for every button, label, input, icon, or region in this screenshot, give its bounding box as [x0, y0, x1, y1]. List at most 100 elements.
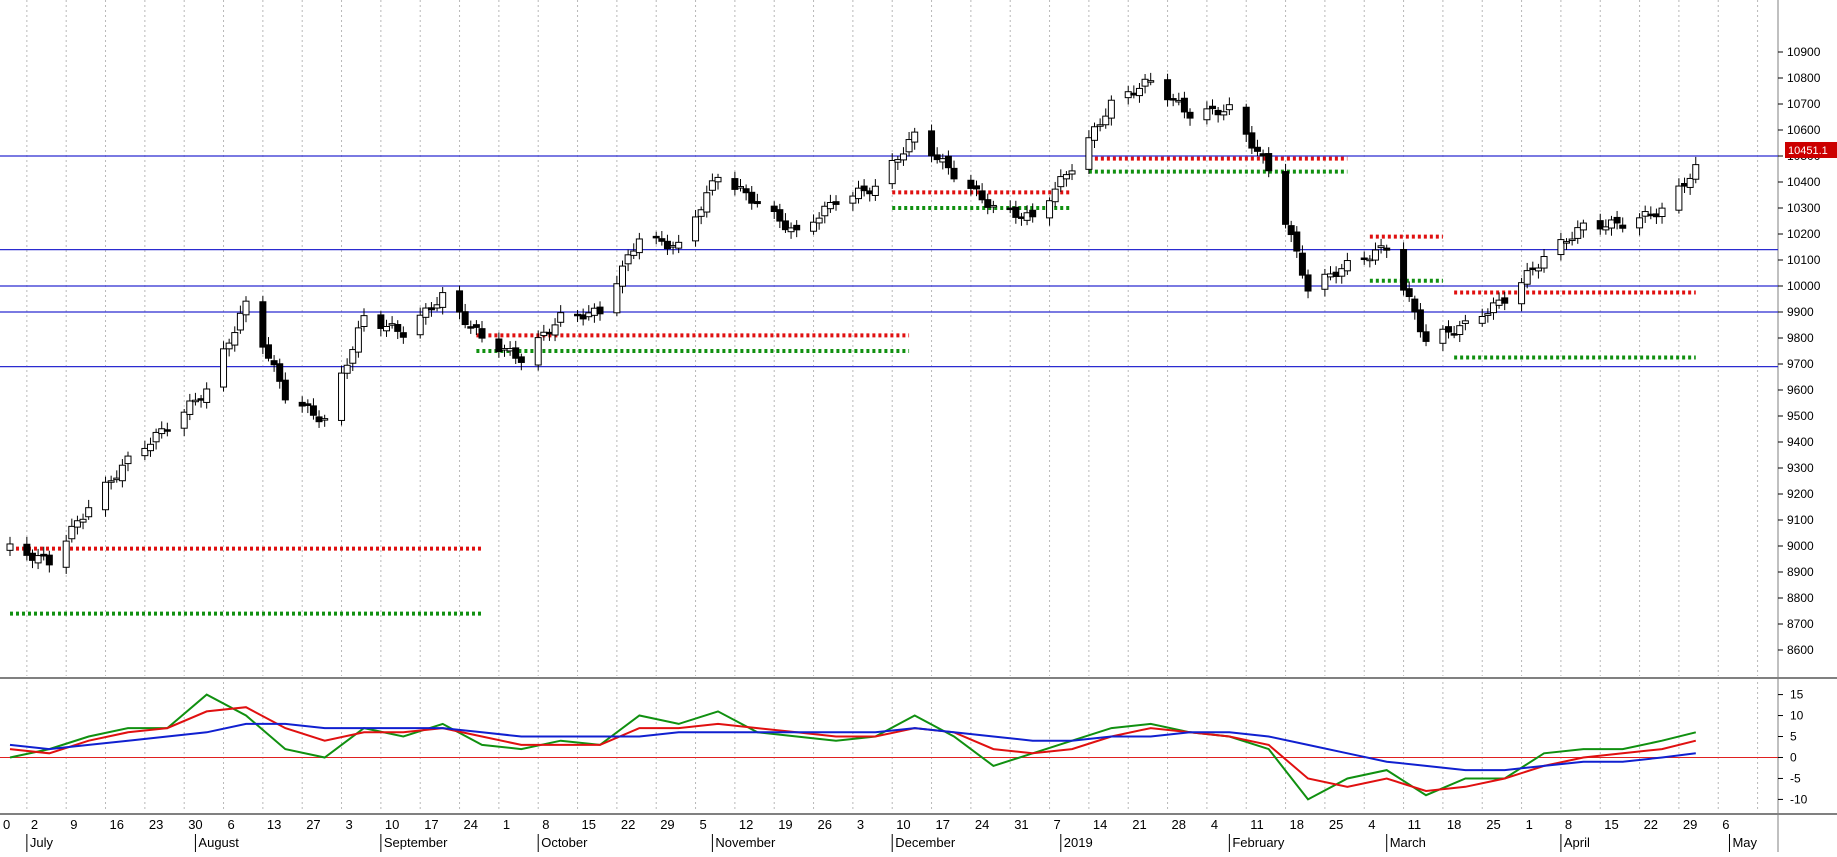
- candle-up: [321, 418, 329, 421]
- month-label: August: [198, 835, 239, 850]
- candle-down: [270, 360, 278, 366]
- price-tick-label: 9200: [1787, 487, 1814, 501]
- candle-up: [1461, 320, 1469, 324]
- candle-down: [309, 405, 317, 416]
- day-label: 27: [306, 817, 320, 832]
- candle-down: [1169, 98, 1177, 101]
- month-label: May: [1732, 835, 1757, 850]
- candle-up: [500, 348, 508, 351]
- candle-up: [871, 185, 879, 196]
- day-label: 4: [1211, 817, 1218, 832]
- candle-down: [461, 311, 469, 326]
- candle-down: [1619, 224, 1627, 229]
- price-tick-label: 10700: [1787, 97, 1821, 111]
- day-label: 1: [1526, 817, 1533, 832]
- month-label: February: [1232, 835, 1285, 850]
- price-tick-label: 9500: [1787, 409, 1814, 423]
- candle-up: [231, 332, 239, 346]
- price-tick-label: 8700: [1787, 617, 1814, 631]
- day-label: 24: [464, 817, 478, 832]
- candle-up: [557, 312, 565, 323]
- candle-down: [264, 344, 272, 359]
- candle-up: [102, 481, 110, 511]
- candle-down: [197, 398, 205, 401]
- candle-down: [298, 401, 306, 407]
- candle-up: [669, 245, 677, 248]
- candle-down: [1282, 171, 1290, 225]
- candle-up: [1579, 222, 1587, 231]
- price-tick-label: 10400: [1787, 175, 1821, 189]
- candle-up: [338, 372, 346, 421]
- candle-up: [939, 158, 947, 163]
- day-label: 2: [31, 817, 38, 832]
- candle-down: [1259, 153, 1267, 157]
- candle-up: [203, 388, 211, 403]
- candle-down: [1006, 207, 1014, 211]
- day-label: 13: [267, 817, 281, 832]
- month-label: November: [715, 835, 776, 850]
- candle-up: [1534, 267, 1542, 272]
- candle-down: [748, 191, 756, 204]
- month-label: September: [384, 835, 448, 850]
- candle-up: [1175, 99, 1183, 103]
- last-price-box: [1785, 142, 1837, 158]
- price-tick-label: 9400: [1787, 435, 1814, 449]
- candle-down: [1304, 274, 1312, 292]
- candle-down: [1400, 249, 1408, 291]
- candle-up: [180, 411, 188, 429]
- candle-up: [388, 323, 396, 326]
- price-tick-label: 10800: [1787, 71, 1821, 85]
- candle-down: [781, 220, 789, 231]
- candle-up: [360, 315, 368, 328]
- time-axis: 0 2 9 16 23 30 6 13 27 3 10 17 24 1 8 15 22 29 5 12 19 26 3 10 1…: [3, 817, 1758, 852]
- indicator-tick-label: 15: [1790, 688, 1804, 702]
- candle-down: [742, 188, 750, 194]
- candle-down: [1214, 109, 1222, 116]
- price-tick-label: 9800: [1787, 331, 1814, 345]
- candle-down: [933, 154, 941, 161]
- candle-down: [1416, 309, 1424, 333]
- candle-down: [1332, 271, 1340, 278]
- candle-down: [377, 314, 385, 329]
- month-label: March: [1390, 835, 1426, 850]
- candle-down: [1248, 132, 1256, 149]
- day-label: 19: [778, 817, 792, 832]
- candle-up: [534, 337, 542, 366]
- day-label: 17: [424, 817, 438, 832]
- candle-down: [1383, 247, 1391, 251]
- candle-down: [1130, 92, 1138, 96]
- candle-up: [1327, 273, 1335, 278]
- candle-up: [1557, 239, 1565, 256]
- candle-down: [1012, 206, 1020, 218]
- candle-down: [1422, 331, 1430, 342]
- candle-up: [675, 241, 683, 249]
- indicator-panel: [0, 693, 1778, 801]
- candle-down: [163, 429, 171, 432]
- candle-up: [1046, 200, 1054, 219]
- day-label: 15: [1604, 817, 1618, 832]
- candle-down: [259, 301, 267, 348]
- candle-up: [1147, 80, 1155, 83]
- candle-up: [354, 327, 362, 353]
- candle-up: [1220, 111, 1228, 116]
- day-label: 11: [1250, 817, 1264, 832]
- candle-down: [28, 552, 36, 561]
- candle-up: [708, 180, 716, 191]
- candle-up: [911, 131, 919, 143]
- candle-up: [1518, 282, 1526, 305]
- candle-up: [630, 250, 638, 256]
- price-tick-label: 8800: [1787, 591, 1814, 605]
- candle-up: [1568, 238, 1576, 242]
- day-label: 7: [1054, 817, 1061, 832]
- candle-up: [242, 300, 250, 316]
- candle-up: [989, 204, 997, 208]
- candle-up: [113, 477, 121, 481]
- candle-down: [753, 201, 761, 205]
- day-label: 10: [896, 817, 910, 832]
- candle-up: [62, 540, 70, 568]
- candle-up: [433, 304, 441, 309]
- candle-up: [1377, 245, 1385, 249]
- candle-down: [950, 167, 958, 180]
- price-tick-label: 10900: [1787, 45, 1821, 59]
